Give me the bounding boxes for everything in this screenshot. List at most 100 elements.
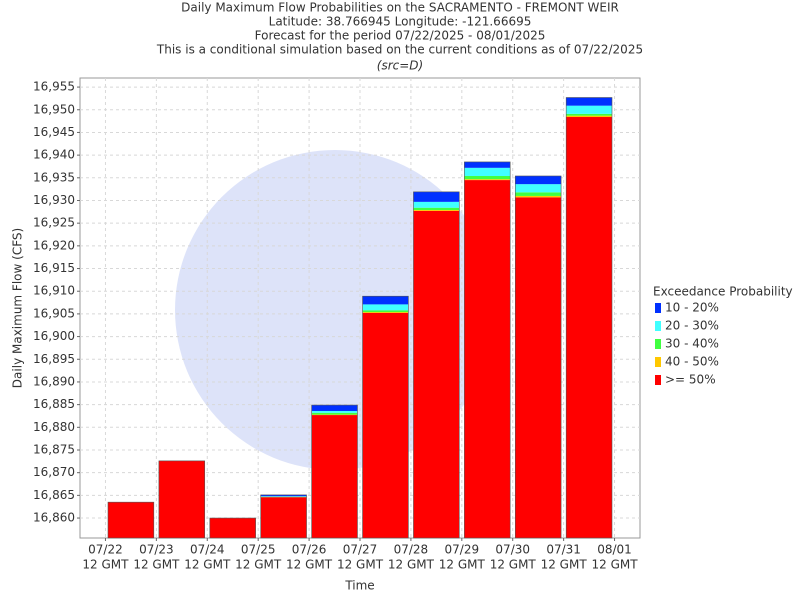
y-tick-label: 16,865 [33, 488, 75, 502]
legend-label: >= 50% [665, 373, 716, 387]
y-tick-label: 16,955 [33, 80, 75, 94]
y-tick-label: 16,945 [33, 125, 75, 139]
bar-outline [362, 295, 409, 539]
x-tick-label: 07/29 [445, 543, 480, 557]
legend-swatch [655, 321, 661, 331]
x-tick-label: 12 GMT [82, 558, 129, 572]
x-tick-label: 07/24 [190, 543, 225, 557]
x-tick-label: 12 GMT [184, 558, 231, 572]
bar-segment [362, 310, 409, 313]
x-tick-label: 12 GMT [490, 558, 537, 572]
title-line: Latitude: 38.766945 Longitude: -121.6669… [269, 15, 532, 29]
bar-outline [107, 501, 155, 539]
bar-outline [565, 97, 613, 539]
x-tick-label: 07/27 [343, 543, 378, 557]
y-tick-label: 16,935 [33, 170, 75, 184]
bar-segment [566, 115, 612, 118]
bar-segment [413, 201, 460, 208]
x-tick-label: 07/25 [241, 543, 276, 557]
bar-segment [311, 410, 358, 413]
bar-segment [413, 207, 460, 211]
y-tick-label: 16,950 [33, 102, 75, 116]
x-tick-label: 12 GMT [133, 558, 180, 572]
bar-segment [413, 210, 460, 211]
bar-segment [362, 304, 409, 311]
legend-label: 40 - 50% [665, 355, 719, 369]
y-tick-label: 16,940 [33, 148, 75, 162]
bar-segment [311, 405, 358, 411]
bar-segment [464, 161, 511, 168]
bar-outline [260, 494, 307, 539]
bar-outline [158, 460, 206, 539]
bar-segment [260, 494, 307, 497]
x-tick-label: 07/22 [88, 543, 123, 557]
bar-outline [311, 404, 358, 539]
bar-segment [362, 312, 409, 313]
legend-label: 30 - 40% [665, 337, 719, 351]
bar-segment [311, 412, 358, 415]
title-line: This is a conditional simulation based o… [156, 43, 643, 57]
bar-segment [566, 117, 612, 539]
x-tick-label: 07/30 [495, 543, 530, 557]
bar-segment [515, 184, 562, 193]
legend-swatch [655, 357, 661, 367]
bar-segment [515, 195, 562, 198]
x-tick-label: 07/23 [139, 543, 174, 557]
bar-segment [566, 113, 612, 116]
bar-segment [413, 210, 460, 538]
bar-outline [413, 191, 460, 539]
bar-outline [209, 517, 256, 539]
y-tick-label: 16,925 [33, 216, 75, 230]
legend-swatch [655, 303, 661, 313]
bar-segment [464, 179, 511, 181]
x-tick-label: 07/31 [546, 543, 581, 557]
bar-segment [464, 175, 511, 180]
y-tick-label: 16,930 [33, 193, 75, 207]
y-tick-label: 16,875 [33, 442, 75, 456]
bar-segment [515, 197, 562, 538]
subtitle: (src=D) [377, 59, 423, 73]
y-tick-label: 16,910 [33, 284, 75, 298]
x-tick-label: 12 GMT [541, 558, 588, 572]
y-tick-label: 16,905 [33, 306, 75, 320]
legend-title: Exceedance Probability [653, 285, 793, 299]
legend-label: 10 - 20% [665, 301, 719, 315]
x-tick-label: 12 GMT [337, 558, 384, 572]
bar-segment [515, 175, 562, 185]
bar-segment [158, 460, 205, 538]
x-tick-label: 12 GMT [235, 558, 282, 572]
y-tick-label: 16,920 [33, 238, 75, 252]
bar-segment [413, 191, 460, 202]
bar-segment [566, 97, 612, 106]
bar-segment [566, 105, 612, 114]
y-tick-label: 16,885 [33, 397, 75, 411]
bar-segment [464, 180, 511, 539]
y-tick-label: 16,915 [33, 261, 75, 275]
bar-segment [108, 502, 154, 538]
y-tick-label: 16,890 [33, 374, 75, 388]
title-line: Daily Maximum Flow Probabilities on the … [181, 1, 619, 15]
bar-segment [311, 415, 358, 538]
bar-segment [515, 192, 562, 196]
y-tick-label: 16,860 [33, 511, 75, 525]
x-tick-label: 07/26 [292, 543, 327, 557]
y-tick-label: 16,900 [33, 329, 75, 343]
bar-segment [362, 296, 409, 305]
bar-segment [260, 497, 307, 538]
x-tick-label: 12 GMT [439, 558, 486, 572]
legend-label: 20 - 30% [665, 319, 719, 333]
bar-outline [514, 175, 562, 539]
title-line: Forecast for the period 07/22/2025 - 08/… [255, 29, 546, 43]
bar-segment [362, 312, 409, 538]
y-tick-label: 16,895 [33, 352, 75, 366]
legend-swatch [655, 375, 661, 385]
x-tick-label: 12 GMT [388, 558, 435, 572]
x-tick-label: 12 GMT [286, 558, 333, 572]
x-tick-label: 12 GMT [592, 558, 639, 572]
bar-segment [209, 518, 256, 538]
y-axis-label: Daily Maximum Flow (CFS) [11, 228, 25, 388]
y-tick-label: 16,870 [33, 465, 75, 479]
x-tick-label: 08/01 [597, 543, 632, 557]
x-tick-label: 07/28 [394, 543, 429, 557]
